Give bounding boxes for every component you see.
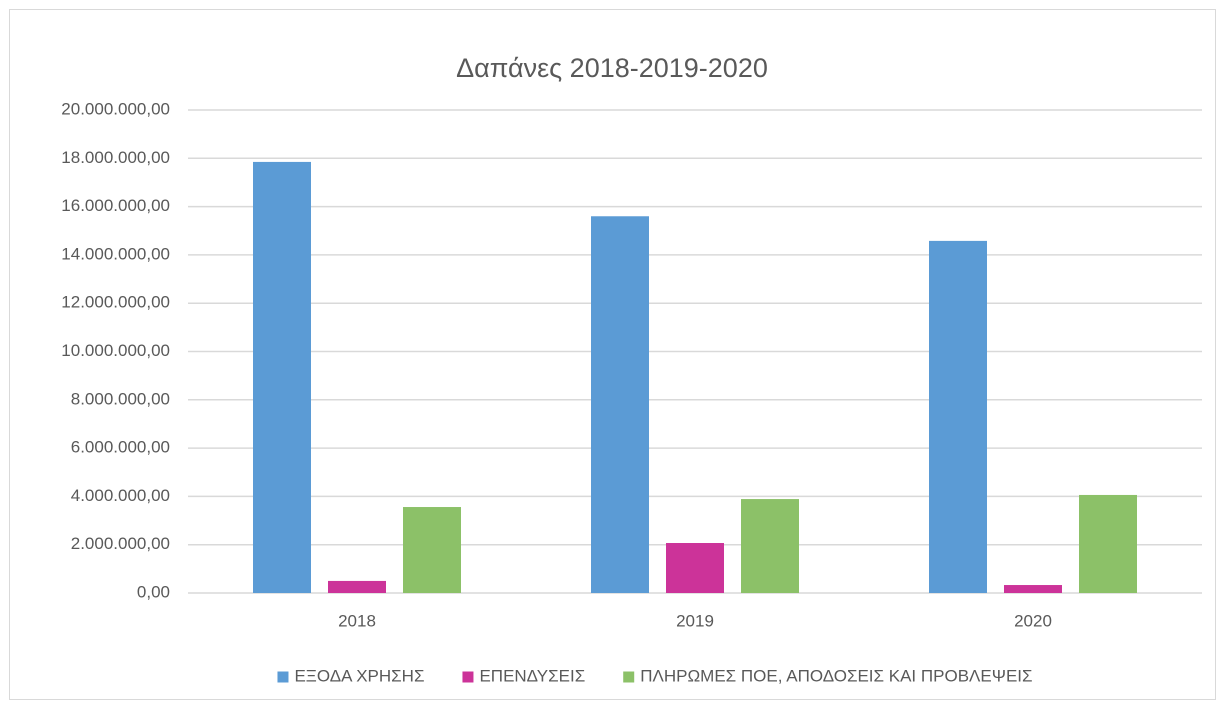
y-tick-label: 12.000.000,00 xyxy=(61,293,170,312)
y-tick-label: 14.000.000,00 xyxy=(61,244,170,263)
x-tick-label: 2020 xyxy=(1014,611,1052,630)
legend-swatch xyxy=(623,671,635,683)
y-tick-label: 16.000.000,00 xyxy=(61,196,170,215)
y-tick-label: 20.000.000,00 xyxy=(61,99,170,118)
x-tick-label: 2018 xyxy=(338,611,376,630)
chart-title: Δαπάνες 2018-2019-2020 xyxy=(456,53,768,83)
x-tick-label: 2019 xyxy=(676,611,714,630)
bar xyxy=(929,240,987,593)
legend-swatch xyxy=(462,671,474,683)
legend-label: ΕΠΕΝΔΥΣΕΙΣ xyxy=(479,666,585,685)
y-tick-label: 2.000.000,00 xyxy=(71,534,170,553)
y-tick-label: 0,00 xyxy=(137,582,170,601)
legend-label: ΠΛΗΡΩΜΕΣ ΠΟΕ, ΑΠΟΔΟΣΕΙΣ ΚΑΙ ΠΡΟΒΛΕΨΕΙΣ xyxy=(640,666,1032,685)
y-tick-label: 18.000.000,00 xyxy=(61,148,170,167)
y-tick-label: 8.000.000,00 xyxy=(71,389,170,408)
bar xyxy=(253,161,311,594)
bar xyxy=(328,580,386,593)
bar xyxy=(591,216,649,593)
bar xyxy=(666,543,724,593)
bar xyxy=(1004,585,1062,593)
bar xyxy=(403,507,461,593)
y-tick-label: 4.000.000,00 xyxy=(71,486,170,505)
legend-label: ΕΞΟΔΑ ΧΡΗΣΗΣ xyxy=(294,666,424,685)
y-tick-label: 6.000.000,00 xyxy=(71,438,170,457)
bar xyxy=(741,499,799,593)
bar xyxy=(1079,494,1137,593)
legend-swatch xyxy=(277,671,289,683)
y-tick-label: 10.000.000,00 xyxy=(61,341,170,360)
